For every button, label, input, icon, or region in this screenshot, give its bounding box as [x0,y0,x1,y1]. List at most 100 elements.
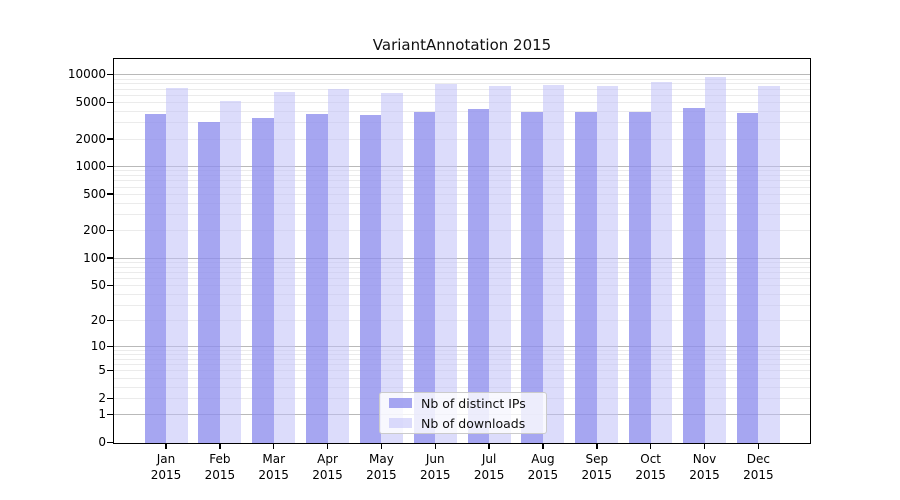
y-tick-label: 10000 [67,67,106,82]
month-label: Nov [692,452,717,466]
bar-distinct-ips-aug [521,112,543,443]
year-label: 2015 [150,468,182,482]
minor-gridline [114,230,810,232]
x-tick-label: Apr 2015 [298,451,358,483]
x-tick-mark [757,443,760,449]
y-tick-mark [107,413,114,416]
bar-downloads-jan [166,88,188,443]
x-tick-mark [219,443,221,449]
minor-gridline [114,304,810,306]
x-tick-mark [649,443,652,449]
minor-gridline [114,293,810,295]
y-tick-mark [107,397,114,400]
bar-distinct-ips-mar [252,117,274,443]
y-tick-label: 1000 [75,159,106,174]
bar-downloads-feb [219,100,242,443]
bar-distinct-ips-jul [467,109,490,443]
year-label: 2015 [366,468,397,482]
x-tick-label: Oct 2015 [621,451,681,483]
x-tick-label: Jan 2015 [136,451,196,483]
legend-swatch-distinct-ips [389,398,412,408]
minor-gridline [114,122,810,124]
x-tick-mark [434,443,436,449]
bar-distinct-ips-sep [575,111,597,443]
month-label: Feb [209,452,231,466]
x-tick-mark [380,443,383,449]
minor-gridline [114,377,810,379]
plot-area [114,59,810,443]
x-tick-label: Nov 2015 [675,451,735,483]
minor-gridline [114,193,810,195]
minor-gridline [114,202,810,204]
year-label: 2015 [635,468,666,482]
minor-gridline [114,83,810,85]
legend-swatch-downloads [389,418,412,428]
x-tick-mark [488,443,490,449]
bar-downloads-jul [489,85,511,443]
x-tick-mark [326,443,329,449]
minor-gridline [114,359,810,360]
y-tick-mark [107,73,114,76]
legend-label-distinct-ips: Nb of distinct IPs [421,395,526,411]
major-gridline [114,257,810,259]
minor-gridline [114,261,810,263]
y-tick-label: 10 [90,339,106,354]
chart-title: VariantAnnotation 2015 [372,36,552,54]
y-tick-label: 1 [98,407,106,422]
bar-downloads-may [381,92,403,443]
bar-downloads-sep [596,86,619,443]
y-tick-mark [107,101,114,104]
y-tick-mark [107,319,114,322]
minor-gridline [114,271,810,273]
y-tick-label: 2 [98,391,106,406]
x-tick-label: Jun 2015 [405,451,465,483]
minor-gridline [114,350,810,352]
minor-gridline [114,180,810,182]
month-label: Oct [640,452,662,466]
bar-distinct-ips-nov [683,107,705,443]
x-tick-label: Jul 2015 [459,451,519,483]
bar-distinct-ips-feb [198,122,220,443]
y-tick-label: 500 [83,186,106,201]
minor-gridline [114,354,810,356]
minor-gridline [114,94,810,96]
x-tick-label: Aug 2015 [513,451,573,483]
legend-item-distinct-ips: Nb of distinct IPs [389,396,546,411]
month-label: Sep [585,452,609,466]
year-label: 2015 [312,468,343,482]
x-tick-label: Dec 2015 [728,451,788,483]
bar-distinct-ips-jun [413,112,436,443]
month-label: Dec [746,452,770,466]
bar-distinct-ips-oct [629,111,651,443]
bar-downloads-jun [435,83,457,443]
y-tick-label: 2000 [75,131,106,146]
minor-gridline [114,285,810,287]
month-label: Mar [262,452,285,466]
month-label: Jul [481,452,497,466]
y-tick-label: 5 [98,363,106,378]
minor-gridline [114,110,810,112]
major-gridline [114,74,810,76]
month-label: Aug [531,452,555,466]
x-tick-mark [703,443,706,449]
y-tick-mark [107,165,114,168]
legend-label-downloads: Nb of downloads [421,415,526,431]
major-gridline [114,166,810,168]
year-label: 2015 [419,468,451,482]
y-tick-mark [107,257,114,259]
minor-gridline [114,78,810,80]
minor-gridline [114,386,810,388]
month-label: Apr [317,452,338,466]
minor-gridline [114,138,810,140]
x-tick-label: Mar 2015 [244,451,304,483]
bar-downloads-apr [327,89,350,443]
bar-downloads-mar [273,92,296,443]
year-label: 2015 [473,468,505,482]
y-tick-mark [107,369,114,372]
bar-downloads-dec [758,85,780,443]
minor-gridline [114,370,810,372]
bar-distinct-ips-jan [144,114,166,443]
y-tick-label: 200 [83,223,106,238]
month-label: Jan [156,452,176,466]
